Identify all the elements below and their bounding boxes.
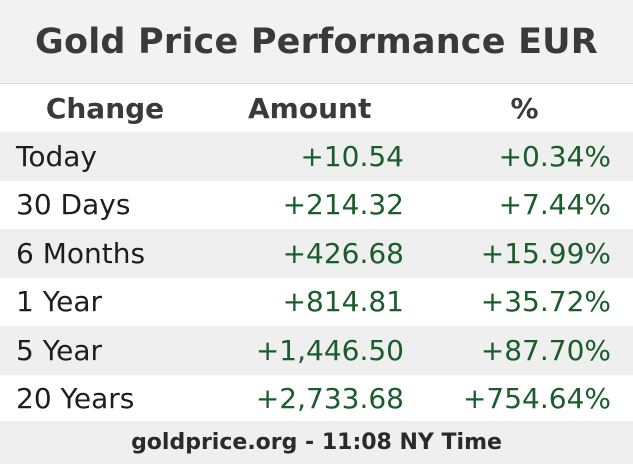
row-percent-value: +87.70% bbox=[406, 326, 633, 375]
header-percent: % bbox=[406, 84, 633, 132]
row-percent-value: +35.72% bbox=[406, 277, 633, 326]
header-change: Change bbox=[0, 84, 210, 132]
row-change-label: 1 Year bbox=[0, 277, 210, 326]
row-amount-value: +1,446.50 bbox=[210, 326, 406, 375]
table-row: 5 Year +1,446.50 +87.70% bbox=[0, 326, 633, 375]
row-change-label: Today bbox=[0, 132, 210, 181]
title-bar: Gold Price Performance EUR bbox=[0, 0, 633, 84]
table-row: 30 Days +214.32 +7.44% bbox=[0, 180, 633, 229]
table-row: Today +10.54 +0.34% bbox=[0, 132, 633, 181]
row-amount-value: +10.54 bbox=[210, 132, 406, 181]
performance-table: Change Amount % Today +10.54 +0.34% 30 D… bbox=[0, 84, 633, 423]
row-amount-value: +2,733.68 bbox=[210, 374, 406, 423]
row-change-label: 5 Year bbox=[0, 326, 210, 375]
row-amount-value: +814.81 bbox=[210, 277, 406, 326]
header-row: Change Amount % bbox=[0, 84, 633, 132]
row-percent-value: +0.34% bbox=[406, 132, 633, 181]
table-row: 1 Year +814.81 +35.72% bbox=[0, 277, 633, 326]
table-row: 6 Months +426.68 +15.99% bbox=[0, 229, 633, 278]
row-percent-value: +7.44% bbox=[406, 180, 633, 229]
row-change-label: 30 Days bbox=[0, 180, 210, 229]
source-footer: goldprice.org - 11:08 NY Time bbox=[0, 421, 633, 464]
row-percent-value: +754.64% bbox=[406, 374, 633, 423]
header-amount: Amount bbox=[210, 84, 406, 132]
row-amount-value: +426.68 bbox=[210, 229, 406, 278]
row-amount-value: +214.32 bbox=[210, 180, 406, 229]
row-percent-value: +15.99% bbox=[406, 229, 633, 278]
widget-title: Gold Price Performance EUR bbox=[35, 21, 598, 62]
table-row: 20 Years +2,733.68 +754.64% bbox=[0, 374, 633, 423]
row-change-label: 6 Months bbox=[0, 229, 210, 278]
row-change-label: 20 Years bbox=[0, 374, 210, 423]
